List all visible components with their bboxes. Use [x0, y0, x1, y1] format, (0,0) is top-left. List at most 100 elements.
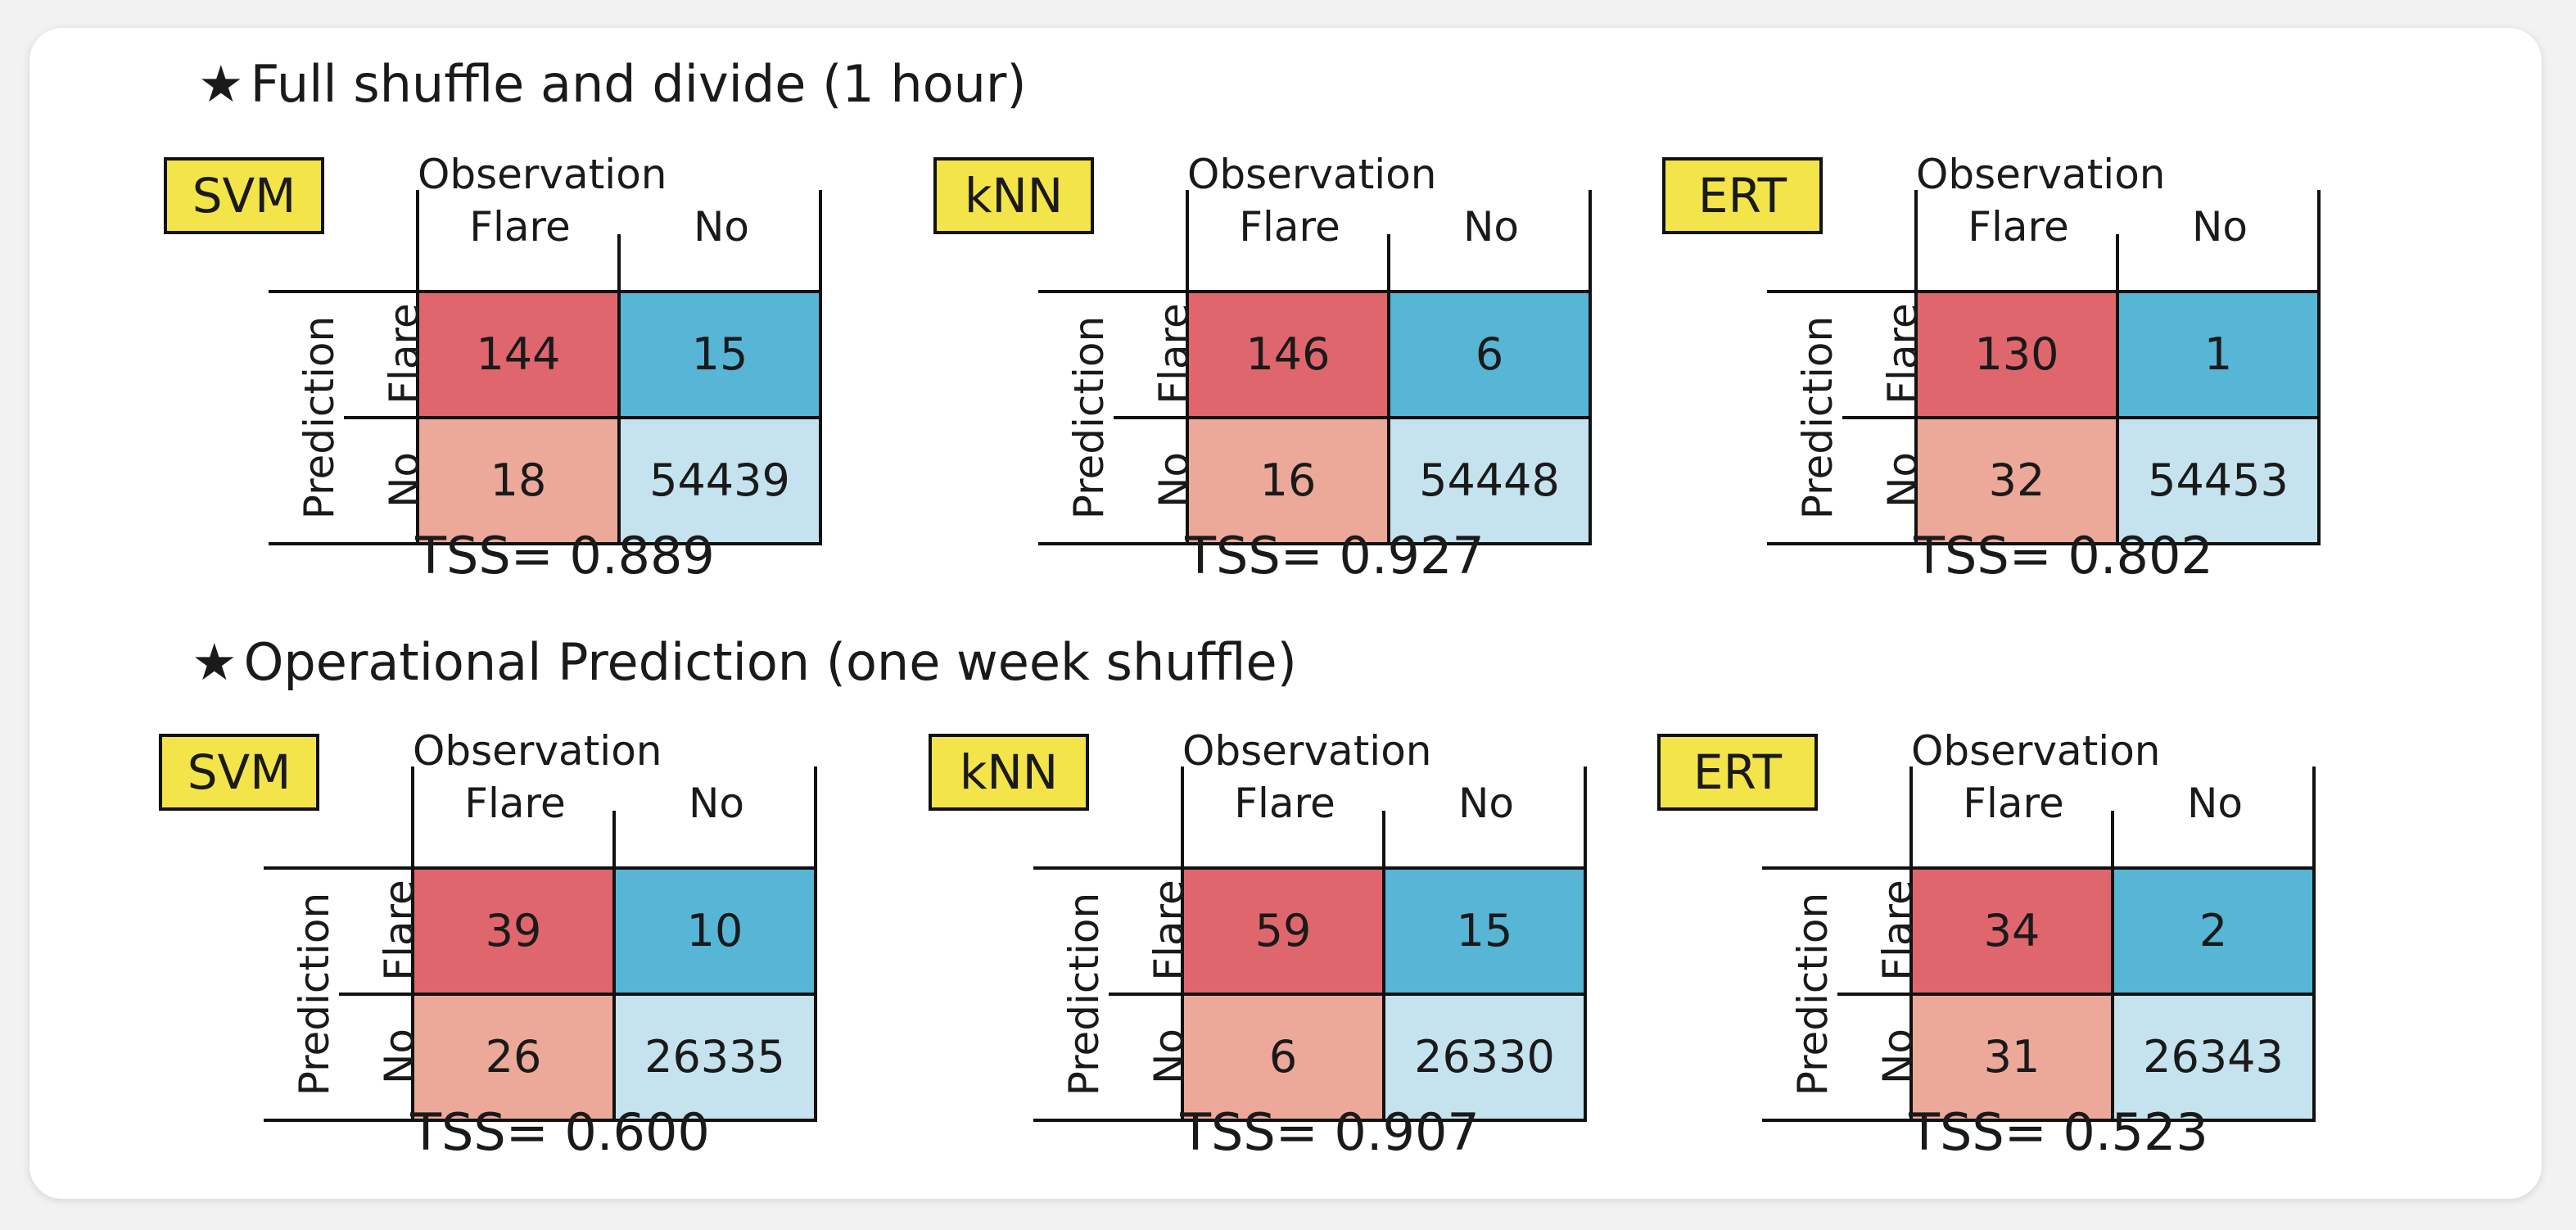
cell-true-negative: 26343 [2114, 996, 2312, 1119]
divider [269, 290, 822, 293]
cell-true-negative: 54448 [1390, 419, 1589, 542]
divider [1038, 290, 1592, 293]
divider [1114, 416, 1592, 419]
cell-false-positive: 10 [616, 870, 814, 993]
cell-true-negative: 26335 [616, 996, 814, 1119]
divider [1842, 416, 2321, 419]
confusion-matrix-operational-svm: SVM Observation Flare No 39 10 26 26335 … [159, 730, 817, 1176]
col-header-no: No [2192, 203, 2248, 251]
divider [416, 190, 419, 545]
divider [1186, 190, 1189, 545]
row-header-flare: Flare [1879, 303, 1927, 405]
cell-false-negative: 18 [419, 419, 617, 542]
cell-false-negative: 32 [1918, 419, 2116, 542]
divider [1767, 542, 2321, 545]
observation-label: Observation [413, 727, 662, 775]
col-header-flare: Flare [1234, 780, 1335, 827]
observation-label: Observation [1911, 727, 2161, 775]
divider [1589, 190, 1592, 545]
confusion-matrix-full-svm: SVM Observation Flare No 144 15 18 54439… [164, 151, 822, 599]
divider [2116, 234, 2119, 545]
star-icon: ★ [198, 54, 244, 114]
prediction-label: Prediction [1065, 315, 1113, 520]
divider [617, 234, 621, 545]
divider [1584, 766, 1587, 1122]
cell-false-positive: 15 [621, 293, 819, 416]
prediction-label: Prediction [1794, 315, 1842, 520]
confusion-matrix-full-knn: kNN Observation Flare No 146 6 16 54448 … [933, 151, 1592, 599]
row-header-no: No [381, 452, 428, 508]
divider [2312, 766, 2316, 1122]
cell-false-negative: 6 [1184, 996, 1382, 1119]
model-label: ERT [1662, 157, 1823, 234]
row-header-flare: Flare [376, 880, 423, 981]
divider [1914, 190, 1918, 545]
divider [2111, 811, 2114, 1122]
model-label: SVM [159, 734, 319, 811]
divider [612, 811, 616, 1122]
col-header-flare: Flare [1239, 203, 1340, 251]
cell-false-positive: 1 [2119, 293, 2317, 416]
star-icon: ★ [192, 632, 237, 692]
observation-label: Observation [1187, 151, 1437, 198]
tss-score: TSS= 0.802 [1914, 526, 2213, 586]
cell-false-positive: 6 [1390, 293, 1589, 416]
prediction-label: Prediction [291, 892, 338, 1097]
divider [339, 993, 817, 996]
cell-true-positive: 59 [1184, 870, 1382, 993]
col-header-no: No [1463, 203, 1519, 251]
divider [344, 416, 822, 419]
row-header-flare: Flare [381, 303, 428, 405]
cell-false-negative: 26 [414, 996, 612, 1119]
row-header-flare: Flare [1150, 303, 1198, 405]
tss-score: TSS= 0.523 [1909, 1102, 2208, 1162]
figure-card: ★ Full shuffle and divide (1 hour) SVM Ob… [29, 28, 2542, 1199]
col-header-flare: Flare [469, 203, 571, 251]
divider [1762, 866, 2316, 870]
row-header-no: No [376, 1029, 423, 1084]
cell-true-positive: 146 [1189, 293, 1387, 416]
divider [264, 1119, 817, 1122]
row-header-flare: Flare [1874, 880, 1922, 981]
divider [269, 542, 822, 545]
observation-label: Observation [1182, 727, 1432, 775]
col-header-no: No [694, 203, 749, 251]
divider [1387, 234, 1390, 545]
row-header-no: No [1150, 452, 1198, 508]
section-title-operational: ★ Operational Prediction (one week shuffl… [192, 632, 1297, 692]
cell-true-positive: 34 [1913, 870, 2111, 993]
divider [1762, 1119, 2316, 1122]
row-header-flare: Flare [1146, 880, 1193, 981]
cell-true-negative: 26330 [1385, 996, 1584, 1119]
confusion-matrix-operational-knn: kNN Observation Flare No 59 15 6 26330 P… [929, 730, 1587, 1176]
tss-score: TSS= 0.889 [415, 526, 715, 586]
row-header-no: No [1879, 452, 1927, 508]
cell-true-positive: 39 [414, 870, 612, 993]
tss-score: TSS= 0.600 [410, 1102, 710, 1162]
col-header-flare: Flare [464, 780, 566, 827]
divider [1033, 1119, 1587, 1122]
prediction-label: Prediction [1060, 892, 1108, 1097]
prediction-label: Prediction [1789, 892, 1837, 1097]
model-label: ERT [1657, 734, 1818, 811]
confusion-matrix-full-ert: ERT Observation Flare No 130 1 32 54453 … [1662, 154, 2321, 599]
divider [819, 190, 822, 545]
cell-false-positive: 15 [1385, 870, 1584, 993]
observation-label: Observation [418, 151, 667, 198]
divider [1909, 766, 1913, 1122]
divider [1382, 811, 1385, 1122]
divider [264, 866, 817, 870]
divider [1033, 866, 1587, 870]
confusion-matrix-operational-ert: ERT Observation Flare No 34 2 31 26343 P… [1657, 730, 2316, 1176]
divider [814, 766, 817, 1122]
prediction-label: Prediction [296, 315, 343, 520]
cell-true-positive: 130 [1918, 293, 2116, 416]
cell-true-negative: 54453 [2119, 419, 2317, 542]
row-header-no: No [1874, 1029, 1922, 1084]
divider [411, 766, 414, 1122]
tss-score: TSS= 0.927 [1185, 526, 1485, 586]
tss-score: TSS= 0.907 [1180, 1102, 1480, 1162]
divider [1837, 993, 2316, 996]
cell-false-negative: 31 [1913, 996, 2111, 1119]
col-header-no: No [1458, 780, 1514, 827]
